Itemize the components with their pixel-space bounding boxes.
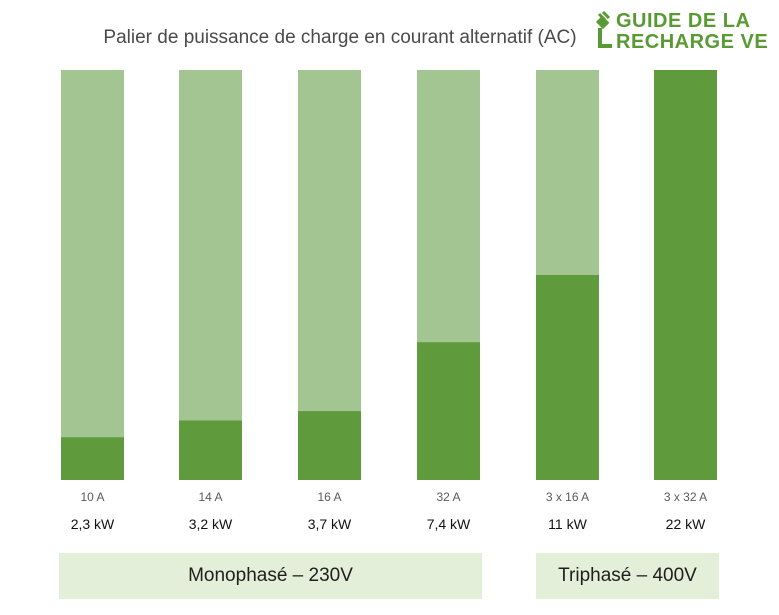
value-label-3: 7,4 kW (427, 516, 471, 532)
bar-power-5 (654, 70, 717, 480)
tick-label-5: 3 x 32 A (664, 490, 707, 504)
group-label-monophase: Monophasé – 230V (59, 553, 482, 599)
bar-remaining-0 (61, 70, 124, 438)
tick-label-3: 32 A (436, 490, 460, 504)
chart-title: Palier de puissance de charge en courant… (103, 27, 577, 48)
bar-power-0 (61, 437, 124, 480)
bar-remaining-3 (417, 70, 480, 343)
tick-label-4: 3 x 16 A (546, 490, 589, 504)
bar-power-1 (179, 420, 242, 480)
tick-label-1: 14 A (198, 490, 222, 504)
logo: GUIDE DE LA RECHARGE VE (592, 10, 772, 56)
bar-power-2 (298, 411, 361, 480)
value-label-0: 2,3 kW (71, 516, 115, 532)
stacked-bar-chart: 10 A 2,3 kW 14 A 3,2 kW 16 A 3,7 kW 32 A 7,4 kW… (61, 70, 717, 532)
value-label-2: 3,7 kW (308, 516, 352, 532)
value-label-1: 3,2 kW (189, 516, 233, 532)
bar-remaining-2 (298, 70, 361, 412)
group-label-triphase: Triphasé – 400V (536, 553, 719, 599)
bar-remaining-4 (536, 70, 599, 275)
value-label-4: 11 kW (548, 516, 587, 532)
tick-label-2: 16 A (317, 490, 341, 504)
value-label-5: 22 kW (666, 516, 706, 532)
tick-label-0: 10 A (80, 490, 104, 504)
logo-text-line-2: RECHARGE VE (616, 31, 769, 53)
ev-plug-icon (595, 10, 612, 48)
bar-remaining-1 (179, 70, 242, 421)
bar-power-4 (536, 275, 599, 480)
bar-power-3 (417, 342, 480, 480)
logo-text-line-1: GUIDE DE LA (616, 10, 751, 32)
